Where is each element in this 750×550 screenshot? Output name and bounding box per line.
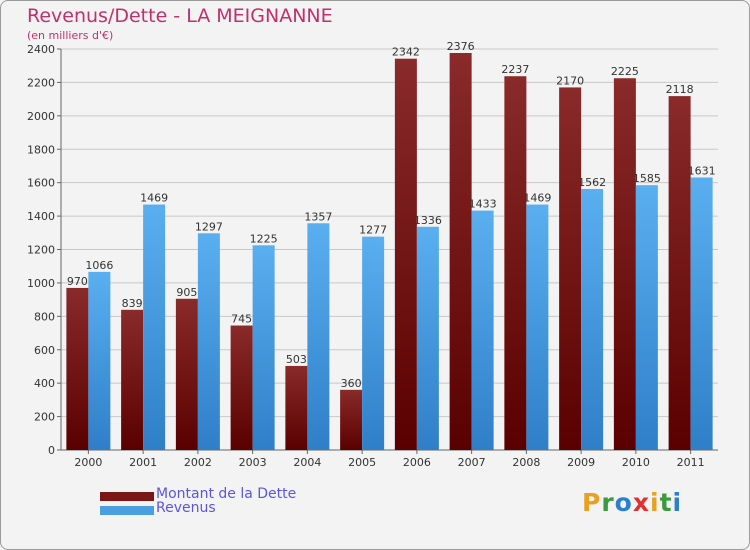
data-label: 1066 <box>85 259 113 272</box>
y-tick-label: 1600 <box>27 177 55 190</box>
bar-revenus <box>416 226 439 450</box>
bar-dette <box>121 309 144 450</box>
data-label: 1277 <box>359 224 387 237</box>
logo-letter: o <box>614 488 633 517</box>
logo-letter: x <box>632 488 650 517</box>
bar-revenus <box>581 189 604 450</box>
y-tick-label: 400 <box>34 377 55 390</box>
data-label: 360 <box>341 377 362 390</box>
data-label: 2225 <box>611 65 639 78</box>
data-label: 1585 <box>633 172 661 185</box>
bar-dette <box>559 87 582 450</box>
x-tick-label: 2003 <box>239 456 267 469</box>
bar-revenus <box>635 185 658 450</box>
bar-dette <box>394 58 417 451</box>
data-label: 839 <box>122 297 143 310</box>
legend-label-dette: Montant de la Dette <box>156 486 297 502</box>
y-tick-label: 2400 <box>27 43 55 56</box>
x-tick-label: 2007 <box>458 456 486 469</box>
data-label: 1297 <box>195 220 223 233</box>
legend-swatch-dette <box>100 492 154 501</box>
data-label: 1433 <box>469 198 497 211</box>
logo-letter: P <box>582 488 602 517</box>
x-tick-label: 2001 <box>129 456 157 469</box>
bar-revenus <box>471 210 494 450</box>
proxiti-logo: Proxiti <box>582 488 682 517</box>
y-tick-label: 1200 <box>27 244 55 257</box>
data-label: 2376 <box>447 40 475 53</box>
data-label: 1562 <box>578 176 606 189</box>
bar-revenus <box>362 236 385 450</box>
x-tick-label: 2000 <box>74 456 102 469</box>
data-label: 2118 <box>666 83 694 96</box>
bar-dette <box>449 53 472 450</box>
bar-revenus <box>252 245 275 450</box>
y-tick-label: 800 <box>34 310 55 323</box>
y-tick-label: 1400 <box>27 210 55 223</box>
y-tick-label: 1000 <box>27 277 55 290</box>
y-tick-label: 600 <box>34 344 55 357</box>
bar-dette <box>340 389 363 450</box>
data-label: 2342 <box>392 46 420 59</box>
logo-letter: i <box>650 488 660 517</box>
data-label: 1357 <box>304 210 332 223</box>
y-tick-label: 200 <box>34 411 55 424</box>
bar-revenus <box>526 204 549 450</box>
chart-title: Revenus/Dette - LA MEIGNANNE <box>27 5 333 27</box>
data-label: 1469 <box>140 192 168 205</box>
y-tick-label: 2000 <box>27 110 55 123</box>
x-tick-label: 2010 <box>622 456 650 469</box>
data-label: 2237 <box>501 63 529 76</box>
bar-dette <box>175 298 198 450</box>
data-label: 1336 <box>414 214 442 227</box>
data-label: 745 <box>231 313 252 326</box>
bar-revenus <box>197 233 220 450</box>
bar-dette <box>285 365 308 450</box>
legend-label-revenus: Revenus <box>156 500 216 516</box>
data-label: 1225 <box>250 232 278 245</box>
x-tick-label: 2005 <box>348 456 376 469</box>
x-tick-label: 2008 <box>512 456 540 469</box>
bar-dette <box>668 96 691 451</box>
logo-letter: r <box>601 488 615 517</box>
data-label: 905 <box>176 286 197 299</box>
y-tick-label: 0 <box>48 444 55 457</box>
x-tick-label: 2006 <box>403 456 431 469</box>
bar-revenus <box>307 223 330 450</box>
x-tick-label: 2009 <box>567 456 595 469</box>
data-label: 2170 <box>556 74 584 87</box>
y-tick-label: 2200 <box>27 76 55 89</box>
data-label: 1631 <box>688 164 716 177</box>
logo-letter: i <box>672 488 683 517</box>
bar-dette <box>613 78 636 450</box>
bar-dette <box>230 325 253 450</box>
x-tick-label: 2011 <box>677 456 705 469</box>
bar-dette <box>66 287 89 450</box>
legend-swatch-revenus <box>100 506 154 515</box>
data-label: 1469 <box>523 192 551 205</box>
chart-subtitle: (en milliers d'€) <box>27 29 114 42</box>
x-tick-label: 2004 <box>293 456 321 469</box>
bar-dette <box>504 76 527 450</box>
y-tick-label: 1800 <box>27 143 55 156</box>
logo-letter: t <box>659 488 673 517</box>
data-label: 503 <box>286 353 307 366</box>
bar-revenus <box>88 271 111 450</box>
bar-revenus <box>690 177 713 451</box>
data-label: 970 <box>67 275 88 288</box>
bar-revenus <box>143 204 166 450</box>
x-tick-label: 2002 <box>184 456 212 469</box>
